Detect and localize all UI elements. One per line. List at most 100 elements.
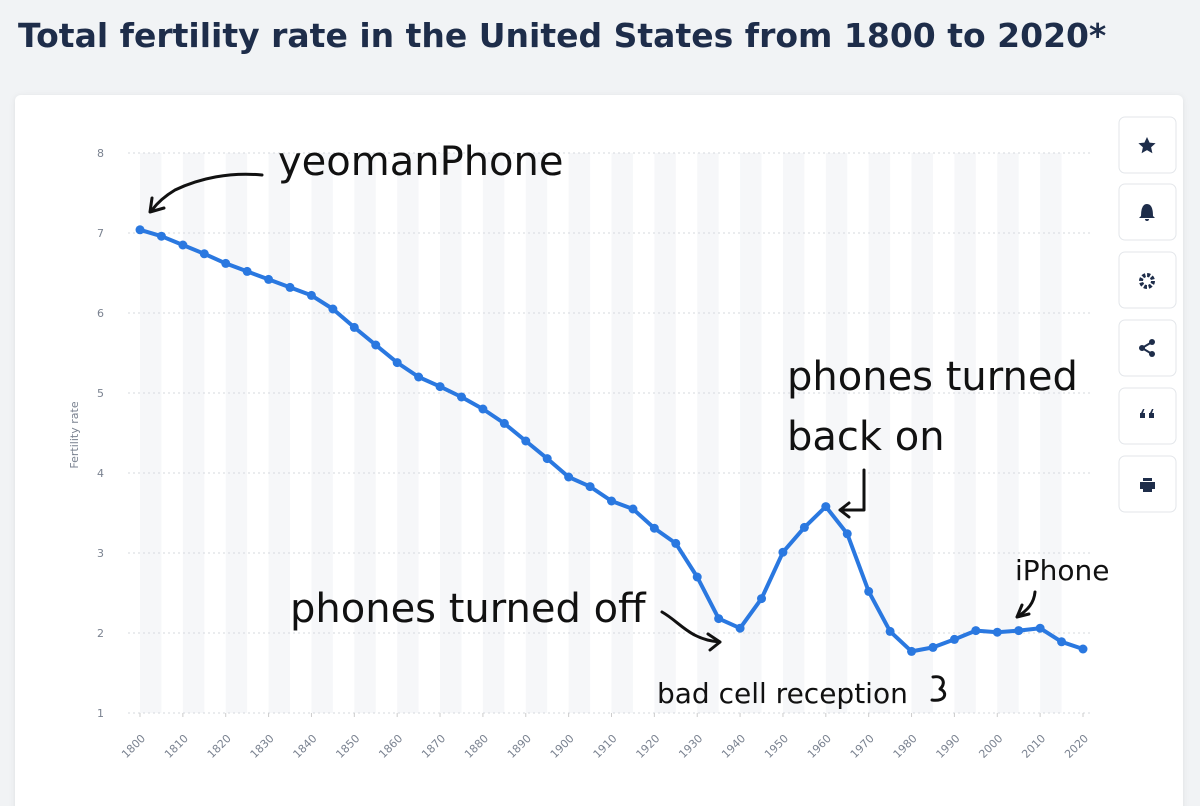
stripe bbox=[440, 153, 462, 713]
point bbox=[949, 634, 959, 644]
point bbox=[714, 614, 724, 624]
toolbar bbox=[1118, 116, 1177, 513]
point bbox=[392, 358, 402, 368]
stripe bbox=[1040, 153, 1062, 713]
bands bbox=[140, 153, 1062, 713]
point bbox=[221, 258, 231, 268]
point bbox=[971, 626, 981, 636]
stripe bbox=[397, 153, 419, 713]
point bbox=[328, 304, 338, 314]
share-button[interactable] bbox=[1118, 319, 1177, 377]
stripe bbox=[954, 153, 976, 713]
stripe bbox=[354, 153, 376, 713]
bell-icon bbox=[1139, 204, 1155, 221]
y-tick-label: 8 bbox=[97, 147, 104, 160]
star-icon bbox=[1138, 137, 1156, 154]
arrow bbox=[838, 468, 866, 519]
point bbox=[264, 274, 274, 284]
point bbox=[242, 266, 252, 276]
stripe bbox=[740, 153, 762, 713]
point bbox=[156, 231, 166, 241]
point bbox=[907, 646, 917, 656]
stripe bbox=[225, 153, 248, 713]
point bbox=[306, 290, 316, 300]
point bbox=[1057, 637, 1067, 647]
point bbox=[285, 282, 295, 292]
point bbox=[799, 522, 809, 532]
point bbox=[1014, 626, 1024, 636]
stripe bbox=[140, 153, 162, 713]
stripe bbox=[911, 153, 933, 713]
point bbox=[842, 529, 852, 539]
annotation: bad cell reception bbox=[657, 677, 908, 710]
point bbox=[671, 538, 681, 548]
arrow bbox=[930, 675, 947, 702]
stripe bbox=[525, 153, 548, 713]
stripe bbox=[868, 153, 891, 713]
point bbox=[885, 626, 895, 636]
point bbox=[435, 382, 445, 392]
print-icon bbox=[1140, 478, 1155, 492]
y-tick-label: 6 bbox=[97, 307, 104, 320]
stripe bbox=[182, 153, 205, 713]
point bbox=[478, 404, 488, 414]
arrow bbox=[660, 610, 722, 652]
point bbox=[499, 418, 509, 428]
stripe bbox=[611, 153, 633, 713]
y-tick-label: 1 bbox=[97, 707, 104, 720]
arrow bbox=[148, 196, 166, 214]
point bbox=[521, 436, 531, 446]
point bbox=[928, 642, 938, 652]
share-icon bbox=[1139, 339, 1155, 357]
point bbox=[371, 340, 381, 350]
y-tick-label: 2 bbox=[97, 627, 104, 640]
quote-icon bbox=[1140, 409, 1154, 418]
y-axis-label: Fertility rate bbox=[68, 401, 81, 468]
point bbox=[349, 322, 359, 332]
annotation: back on bbox=[787, 414, 945, 460]
stripe bbox=[782, 153, 805, 713]
stripe bbox=[568, 153, 591, 713]
point bbox=[757, 594, 767, 604]
point bbox=[607, 496, 616, 506]
cite-button[interactable] bbox=[1118, 387, 1177, 445]
stripe bbox=[697, 153, 719, 713]
point bbox=[649, 523, 659, 533]
point bbox=[135, 225, 145, 235]
y-tick-label: 4 bbox=[97, 467, 104, 480]
stripe bbox=[997, 153, 1019, 713]
stripe bbox=[825, 153, 848, 713]
point bbox=[778, 547, 788, 557]
point bbox=[178, 240, 188, 250]
arrow bbox=[1015, 590, 1037, 619]
annotation: yeomanPhone bbox=[278, 139, 564, 185]
point bbox=[542, 454, 552, 464]
y-tick-label: 7 bbox=[97, 227, 104, 240]
stripe bbox=[311, 153, 333, 713]
point bbox=[821, 502, 831, 512]
point bbox=[414, 372, 424, 382]
point bbox=[564, 472, 574, 482]
point bbox=[864, 586, 874, 596]
point bbox=[199, 249, 209, 259]
point bbox=[456, 392, 466, 402]
settings-button[interactable] bbox=[1118, 251, 1177, 309]
point bbox=[1078, 644, 1088, 654]
stripe bbox=[268, 153, 291, 713]
point bbox=[1035, 623, 1045, 633]
annotation: phones turned off bbox=[290, 586, 647, 632]
y-tick-label: 3 bbox=[97, 547, 104, 560]
point bbox=[692, 572, 702, 582]
point bbox=[585, 482, 595, 492]
chart-title: Total fertility rate in the United State… bbox=[18, 16, 1106, 55]
annotation: phones turned bbox=[787, 354, 1078, 400]
point bbox=[992, 627, 1002, 637]
point bbox=[735, 623, 745, 633]
stripe bbox=[654, 153, 676, 713]
stripe bbox=[482, 153, 505, 713]
annotation: iPhone bbox=[1015, 554, 1110, 587]
gear-icon bbox=[1139, 273, 1155, 289]
point bbox=[628, 504, 638, 514]
y-tick-label: 5 bbox=[97, 387, 104, 400]
